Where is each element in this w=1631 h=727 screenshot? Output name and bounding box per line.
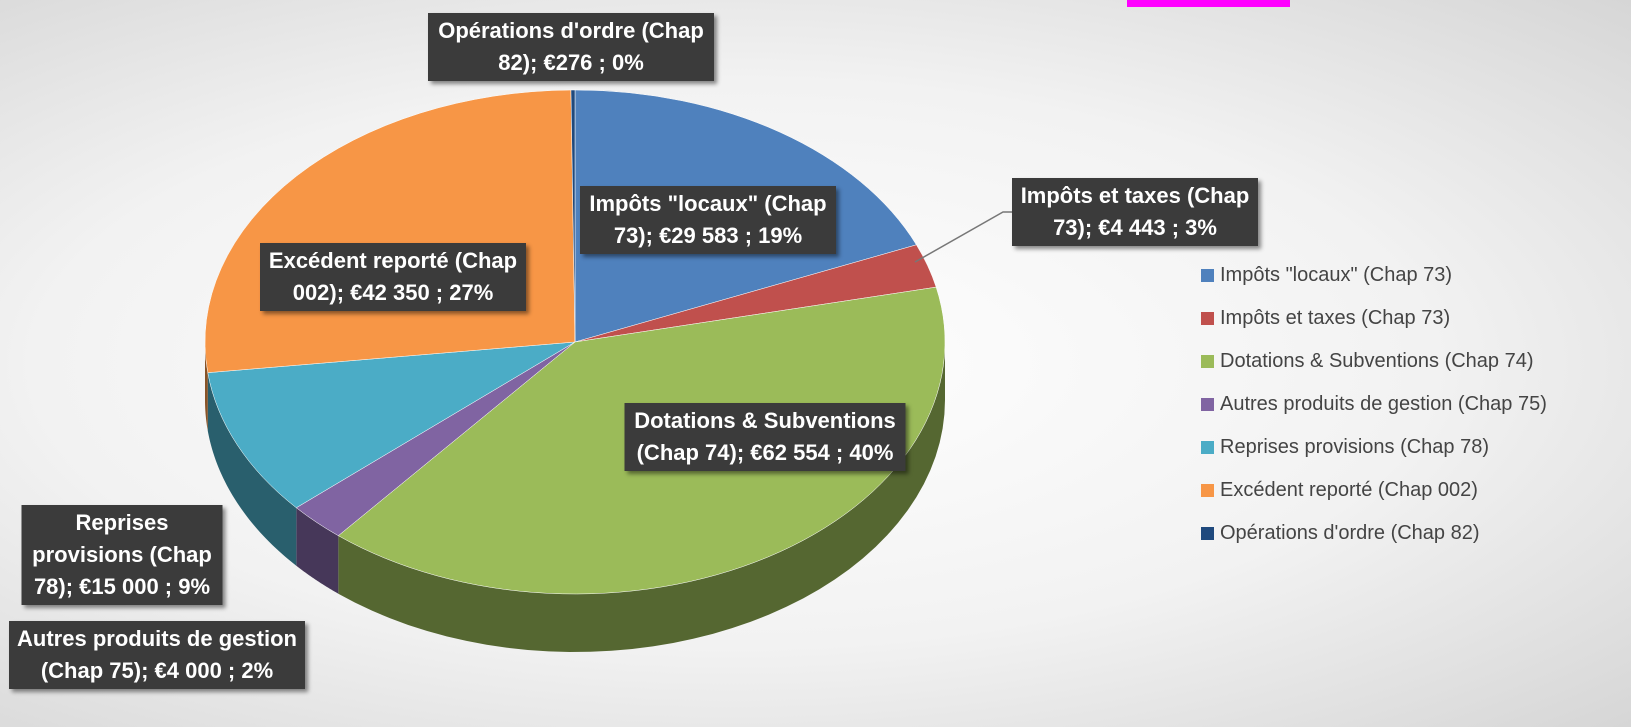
slice: [207, 341, 576, 509]
legend-label: Opérations d'ordre (Chap 82): [1220, 522, 1480, 544]
legend-item: Excédent reporté (Chap 002): [1201, 479, 1478, 502]
legend-swatch: [1201, 269, 1214, 282]
legend-item: Impôts et taxes (Chap 73): [1201, 307, 1450, 330]
legend-swatch: [1201, 355, 1214, 368]
legend-swatch: [1201, 441, 1214, 454]
data-label: Reprises provisions (Chap 78); €15 000 ;…: [21, 505, 223, 605]
legend-label: Impôts "locaux" (Chap 73): [1220, 264, 1453, 286]
decoration: [1127, 0, 1290, 7]
legend-item: Dotations & Subventions (Chap 74): [1201, 350, 1534, 373]
legend-item: Reprises provisions (Chap 78): [1201, 436, 1489, 459]
legend-swatch: [1201, 398, 1214, 411]
slice-side: [207, 372, 297, 566]
slice: [204, 89, 576, 373]
legend-item: Autres produits de gestion (Chap 75): [1201, 393, 1547, 416]
legend-swatch: [1201, 484, 1214, 497]
leader-line: [914, 211, 1015, 263]
legend-swatch: [1201, 312, 1214, 325]
slice: [570, 89, 576, 343]
legend-label: Reprises provisions (Chap 78): [1220, 436, 1490, 458]
slice-side: [296, 507, 339, 594]
legend-label: Autres produits de gestion (Chap 75): [1220, 393, 1547, 415]
data-label: Impôts "locaux" (Chap 73); €29 583 ; 19%: [580, 186, 836, 254]
data-label: Autres produits de gestion (Chap 75); €4…: [9, 621, 305, 689]
data-label: Impôts et taxes (Chap 73); €4 443 ; 3%: [1012, 178, 1258, 246]
legend-label: Impôts et taxes (Chap 73): [1220, 307, 1451, 329]
slice-side: [205, 342, 208, 431]
slice-side: [338, 342, 945, 652]
legend-item: Impôts "locaux" (Chap 73): [1201, 264, 1452, 287]
legend-label: Excédent reporté (Chap 002): [1220, 479, 1478, 501]
legend-item: Opérations d'ordre (Chap 82): [1201, 522, 1480, 545]
legend-label: Dotations & Subventions (Chap 74): [1220, 350, 1534, 372]
legend-swatch: [1201, 527, 1214, 540]
data-label: Excédent reporté (Chap 002); €42 350 ; 2…: [260, 243, 526, 311]
data-label: Opérations d'ordre (Chap 82); €276 ; 0%: [428, 13, 714, 81]
data-label: Dotations & Subventions (Chap 74); €62 5…: [624, 403, 906, 471]
